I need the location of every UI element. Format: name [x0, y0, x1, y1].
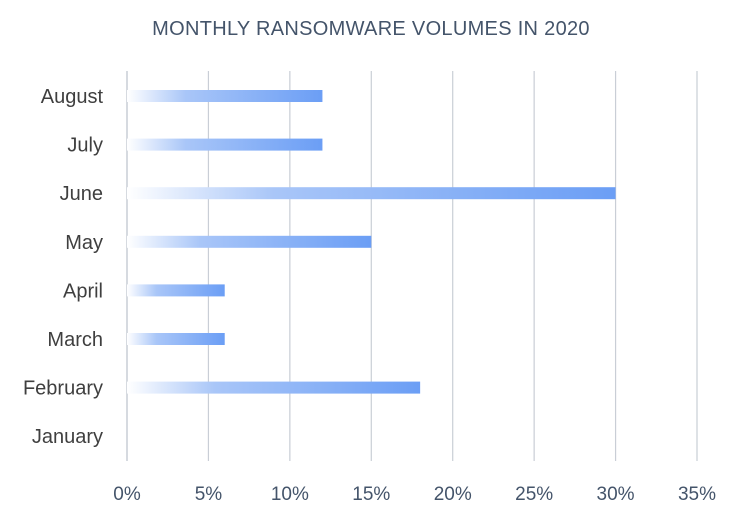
- x-tick-label: 35%: [678, 484, 716, 505]
- category-label-march: March: [47, 329, 103, 351]
- category-label-january: January: [32, 426, 103, 448]
- bar-august: [127, 90, 323, 102]
- bar-july: [127, 138, 323, 151]
- x-tick-label: 30%: [597, 484, 635, 505]
- category-label-april: April: [63, 280, 103, 302]
- x-tick-labels: 0% 5% 10% 15% 20% 25% 30% 35%: [113, 484, 716, 505]
- category-label-february: February: [23, 378, 103, 400]
- category-labels: January February March April May June July Augu…: [23, 86, 103, 448]
- bar-may: [127, 235, 372, 248]
- bar-april: [127, 284, 225, 297]
- category-label-july: July: [67, 135, 103, 157]
- gridlines: [126, 71, 698, 461]
- bar-february: [127, 381, 421, 394]
- category-label-august: August: [41, 86, 104, 108]
- x-tick-label: 10%: [271, 484, 309, 505]
- category-label-june: June: [60, 183, 103, 205]
- bar-march: [127, 333, 225, 345]
- category-label-may: May: [65, 232, 103, 254]
- x-tick-label: 25%: [515, 484, 553, 505]
- x-tick-label: 15%: [352, 484, 390, 505]
- x-tick-label: 0%: [113, 484, 141, 505]
- chart-title: MONTHLY RANSOMWARE VOLUMES IN 2020: [152, 18, 590, 40]
- bars: [127, 90, 616, 394]
- x-tick-label: 5%: [195, 484, 223, 505]
- x-tick-label: 20%: [434, 484, 472, 505]
- bar-june: [127, 187, 616, 200]
